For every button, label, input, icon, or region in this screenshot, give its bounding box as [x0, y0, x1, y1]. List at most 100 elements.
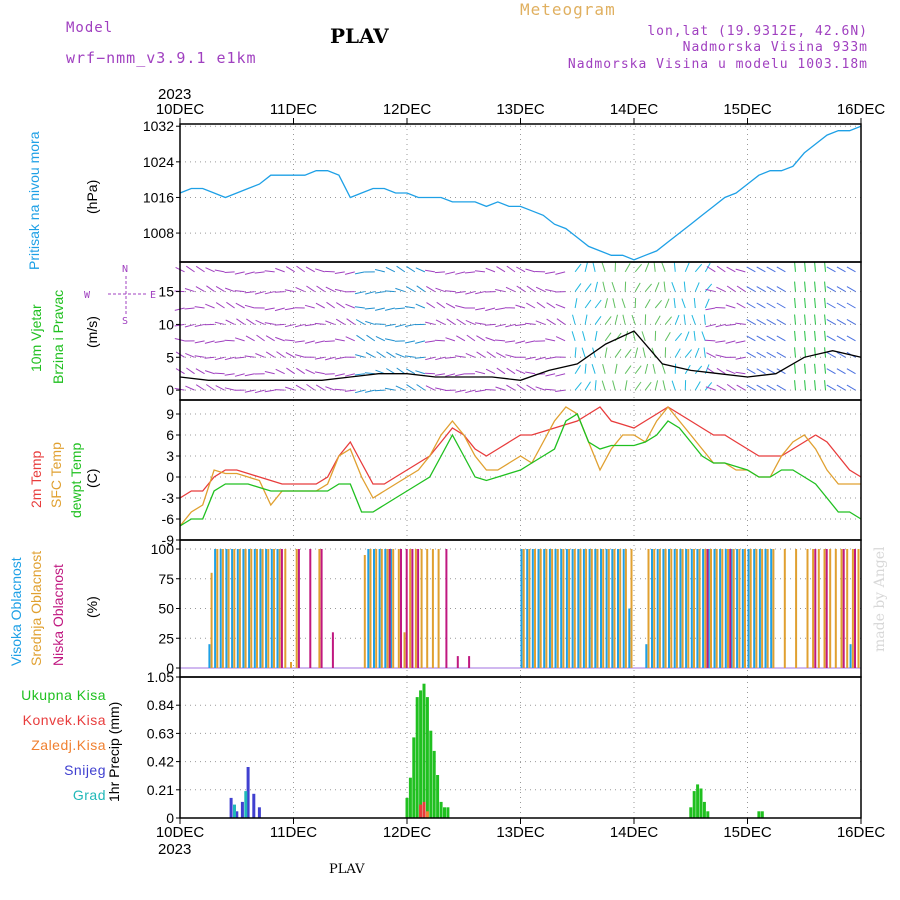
wind-barb: [324, 340, 335, 342]
wind-barb: [694, 347, 700, 358]
wind-barb: [264, 389, 275, 393]
wind-barb: [736, 285, 746, 292]
cloud-bar: [715, 549, 718, 668]
wind-barb: [475, 291, 486, 295]
wind-barb: [375, 335, 386, 342]
wind-barb: [316, 285, 326, 292]
cloud-bar: [414, 549, 417, 668]
wind-barb: [495, 386, 506, 391]
wind-barb: [604, 332, 612, 342]
wind-barb: [456, 318, 466, 325]
footer-station: PLAV: [329, 862, 365, 877]
wind-barb: [364, 372, 375, 375]
wind-barb: [476, 335, 486, 342]
wind-barb: [654, 299, 662, 309]
wind-barb: [275, 368, 285, 375]
wind-barb: [215, 385, 225, 391]
wind-barb: [535, 356, 546, 361]
wind-barb: [185, 385, 195, 391]
cloud-bar: [582, 549, 585, 668]
wind-barb: [296, 265, 306, 273]
wind-barb: [804, 297, 806, 309]
wind-barb: [604, 316, 612, 325]
cloud-bar: [526, 549, 529, 668]
wind-barb: [836, 384, 846, 391]
cloud-bar: [741, 549, 744, 668]
cloud-bar: [749, 549, 752, 668]
wind-barb: [591, 364, 596, 374]
wind-barb: [535, 386, 546, 391]
wind-barb: [705, 307, 716, 311]
wind-barb: [715, 323, 726, 328]
wind-barb: [836, 286, 846, 293]
cloud-bar: [384, 549, 387, 668]
precip-bar: [233, 804, 236, 818]
wind-barb: [346, 318, 356, 325]
wind-barb: [704, 382, 713, 391]
wind-barb: [416, 384, 426, 391]
wind-barb: [264, 371, 275, 375]
cloud-bar: [551, 549, 554, 668]
wind-barb: [384, 307, 395, 311]
wind-barb: [386, 368, 396, 375]
time-label-bottom: 12DEC: [383, 824, 432, 841]
wind-barb: [285, 352, 295, 358]
wind-barb: [234, 373, 245, 377]
wind-barb: [455, 305, 466, 309]
wind-barb: [204, 370, 215, 375]
wind-barb: [506, 367, 516, 375]
cloud-bar: [854, 549, 856, 668]
cloud-bar: [270, 549, 273, 668]
wind-barb: [804, 347, 806, 358]
model-altitude-label: Nadmorska Visina u modelu 1003.18m: [567, 57, 868, 72]
wind-barb: [264, 270, 275, 273]
cloud-bar: [261, 549, 264, 668]
wind-barb: [766, 335, 776, 342]
wind-barb: [506, 384, 516, 391]
wind-barb: [225, 287, 235, 293]
wind-barb: [215, 302, 225, 309]
wind-barb: [415, 267, 426, 273]
wind-barb: [515, 304, 526, 309]
wind-barb: [574, 263, 582, 273]
wind-barb: [206, 285, 215, 292]
wind-barb: [374, 291, 385, 294]
cloud-bar: [392, 549, 395, 668]
wind-barb: [766, 384, 776, 391]
wind-barb: [204, 356, 215, 359]
cloud-bar: [829, 549, 832, 668]
wind-barb: [435, 287, 446, 293]
wind-barb: [642, 347, 646, 358]
wind-barb: [475, 389, 486, 393]
precip-bar: [244, 791, 248, 818]
time-label-top: 13DEC: [496, 101, 545, 118]
cloud-bar: [568, 549, 571, 668]
wind-barb: [756, 302, 766, 309]
wind-barb: [224, 387, 235, 391]
cloud-bar: [611, 549, 614, 668]
pressure-y-tick-label: 1024: [143, 154, 174, 170]
precip-bar: [692, 791, 696, 818]
wind-barb: [715, 340, 726, 343]
wind-barb: [386, 351, 396, 358]
wind-barb: [826, 302, 836, 309]
wind-barb: [545, 356, 556, 360]
wind-barb: [244, 389, 255, 393]
wind-barb: [594, 281, 598, 292]
cloud-bar: [250, 549, 253, 668]
wind-barb: [446, 318, 456, 325]
wind-barb: [395, 353, 406, 358]
pressure-y-tick-label: 1016: [143, 189, 174, 205]
wind-barb: [306, 285, 316, 292]
precip-bar: [432, 750, 436, 818]
cloud-bar: [386, 549, 389, 668]
cloud-bar: [331, 632, 334, 668]
wind-barb: [396, 265, 406, 273]
wind-barb: [735, 340, 746, 344]
wind-barb: [194, 323, 205, 327]
wind-barb: [464, 271, 476, 274]
wind-barb: [395, 323, 405, 328]
wind-barb: [602, 363, 606, 374]
wind-barb: [756, 286, 766, 293]
wind-barb: [354, 373, 365, 376]
